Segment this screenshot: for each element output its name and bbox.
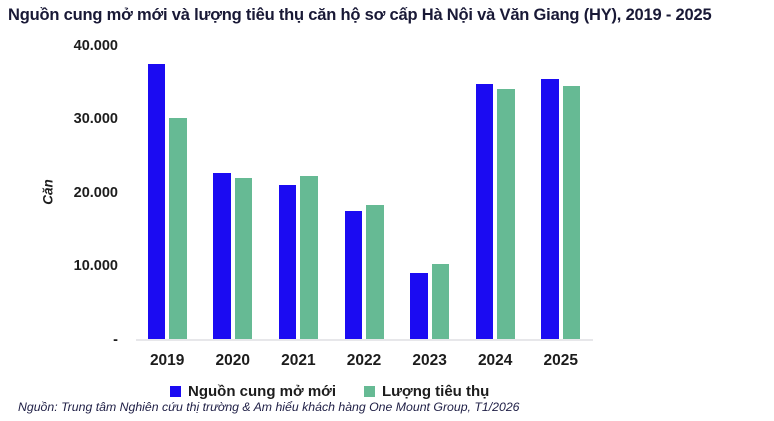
legend: Nguồn cung mở mới Lượng tiêu thụ [170, 383, 489, 400]
bar-luong-tieu-thu [497, 88, 515, 340]
x-axis-label: 2020 [215, 352, 251, 369]
bar-luong-tieu-thu [234, 178, 253, 340]
y-axis-title: Căn [40, 179, 56, 205]
x-axis-label: 2025 [543, 352, 579, 369]
bar-luong-tieu-thu [300, 175, 318, 340]
source-note: Nguồn: Trung tâm Nghiên cứu thị trường &… [18, 400, 520, 414]
bar-nguon-cung-mo-moi [475, 83, 494, 340]
bar-nguon-cung-mo-moi [541, 79, 559, 340]
x-axis-line [136, 339, 593, 341]
x-axis-label: 2022 [346, 352, 382, 369]
bar-nguon-cung-mo-moi [410, 273, 428, 340]
legend-item: Lượng tiêu thụ [364, 383, 489, 400]
chart-title: Nguồn cung mở mới và lượng tiêu thụ căn … [8, 6, 712, 24]
y-tick-label: 30.000 [73, 111, 118, 128]
bar-nguon-cung-mo-moi [213, 172, 231, 340]
x-axis-label: 2024 [477, 352, 513, 369]
y-tick-label: 20.000 [73, 184, 118, 201]
bar-luong-tieu-thu [431, 264, 450, 340]
legend-label: Nguồn cung mở mới [188, 383, 336, 400]
y-tick-label: 10.000 [73, 258, 118, 275]
legend-label: Lượng tiêu thụ [382, 383, 490, 400]
bar-luong-tieu-thu [169, 117, 187, 340]
legend-item: Nguồn cung mở mới [170, 383, 336, 400]
x-axis-label: 2021 [281, 352, 316, 369]
x-axis-label: 2023 [412, 352, 447, 369]
bar-nguon-cung-mo-moi [344, 211, 362, 340]
bar-nguon-cung-mo-moi [278, 184, 297, 340]
y-tick-label: - [113, 332, 118, 348]
x-axis-label: 2019 [149, 352, 185, 369]
bar-luong-tieu-thu [366, 205, 384, 340]
legend-swatch-icon [170, 386, 181, 397]
bar-nguon-cung-mo-moi [147, 63, 166, 340]
legend-swatch-icon [364, 386, 375, 397]
y-tick-label: 40.000 [73, 37, 118, 54]
bar-luong-tieu-thu [562, 85, 581, 340]
